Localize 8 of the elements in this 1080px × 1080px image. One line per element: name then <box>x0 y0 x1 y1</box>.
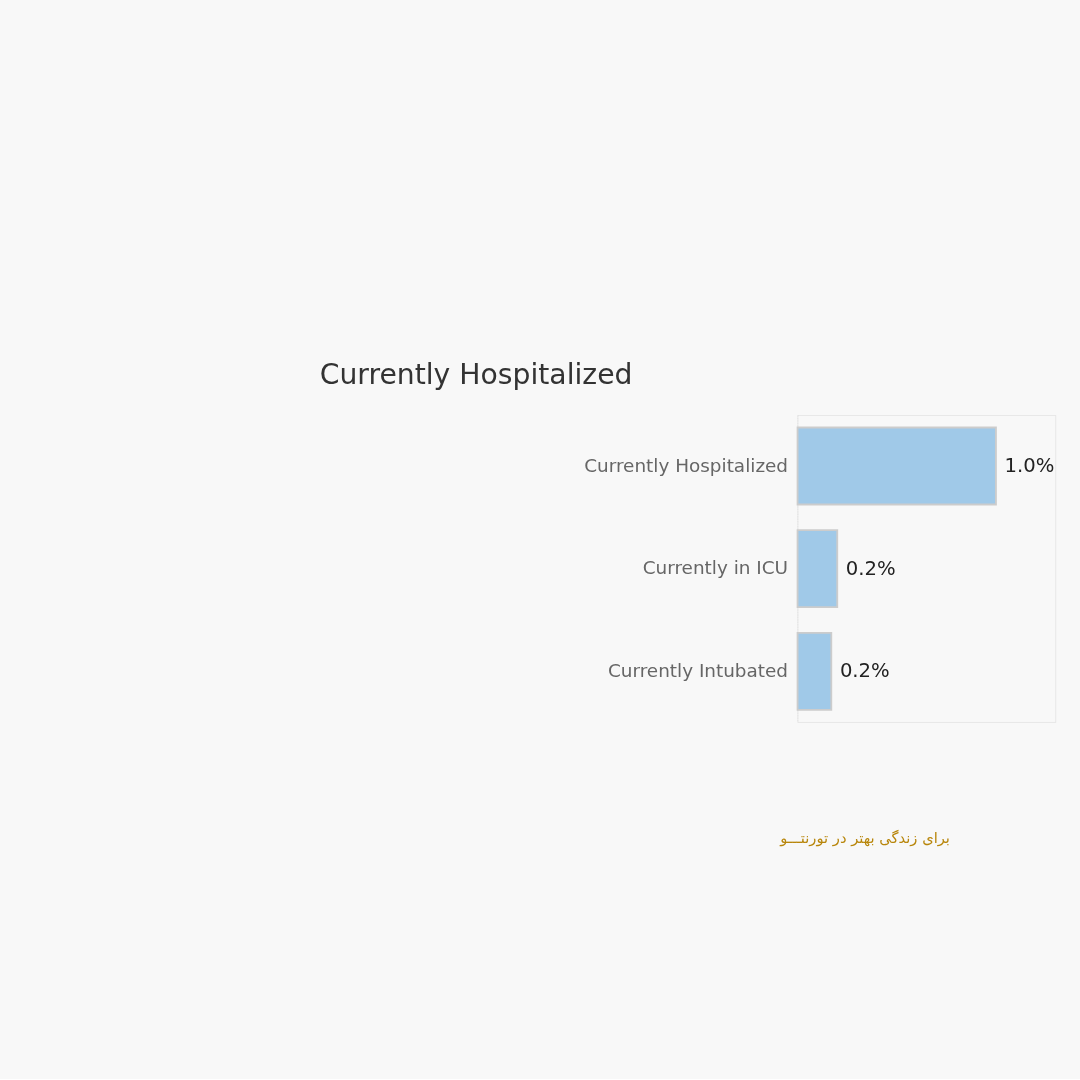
y-tick-label: Currently in ICU <box>642 557 789 579</box>
y-tick-label: Currently Hospitalized <box>584 454 789 476</box>
text: برای زندگی بهتر در تورنتـــو <box>779 829 950 848</box>
data-label: 1.0% <box>1004 454 1055 478</box>
data-label: 0.2% <box>839 659 890 683</box>
text: Currently Hospitalized <box>319 358 633 392</box>
y-tick-label: Currently Intubated <box>607 659 789 681</box>
data-label: 0.2% <box>845 556 896 580</box>
